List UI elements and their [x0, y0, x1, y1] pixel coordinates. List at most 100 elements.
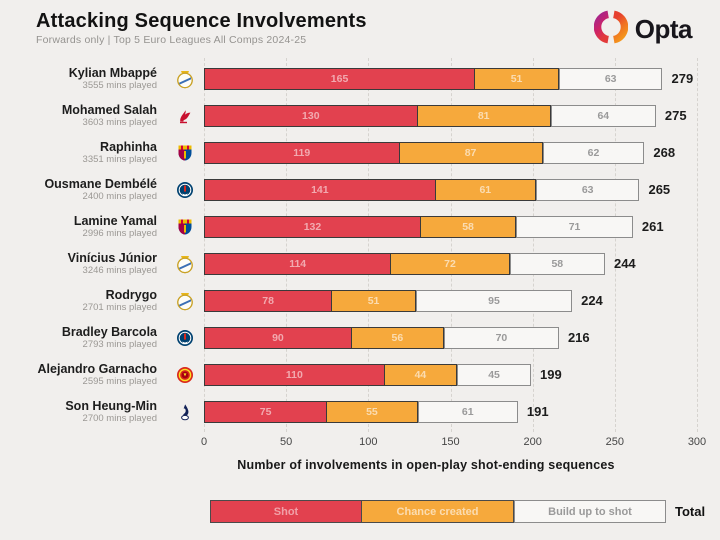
club-crest-man-united — [174, 364, 196, 386]
player-label: Alejandro Garnacho 2595 mins played — [0, 362, 157, 388]
legend-total-label: Total — [675, 504, 706, 519]
gridline-150 — [450, 58, 452, 432]
legend-item-build-up-to-shot: Build up to shot — [514, 500, 666, 523]
player-row: Kylian Mbappé 3555 mins played 165 51 63 279 — [0, 66, 720, 98]
player-name: Alejandro Garnacho — [37, 362, 157, 376]
segment-shot: 119 — [204, 142, 400, 164]
club-crest-psg — [174, 179, 196, 201]
opta-brand: Opta — [593, 9, 693, 50]
stacked-bar: 110 44 45 — [204, 364, 531, 386]
segment-build: 64 — [550, 105, 656, 127]
stacked-bar: 90 56 70 — [204, 327, 559, 349]
segment-chance: 61 — [435, 179, 536, 201]
player-mins-played: 3555 mins played — [82, 80, 157, 91]
stacked-bar: 78 51 95 — [204, 290, 573, 312]
segment-shot: 90 — [204, 327, 352, 349]
row-total: 275 — [664, 108, 687, 123]
player-mins-played: 3603 mins played — [82, 117, 157, 128]
club-crest-barcelona — [174, 216, 196, 238]
player-row: Rodrygo 2701 mins played 78 51 95 224 — [0, 288, 720, 320]
legend-item-shot: Shot — [210, 500, 362, 523]
segment-chance: 72 — [391, 253, 510, 275]
player-label: Son Heung-Min 2700 mins played — [0, 399, 157, 425]
x-tick-300: 300 — [687, 436, 707, 448]
player-mins-played: 2700 mins played — [82, 413, 157, 424]
player-row: Vinícius Júnior 3246 mins played 114 72 58 24… — [0, 251, 720, 283]
gridline-100 — [368, 58, 370, 432]
player-label: Ousmane Dembélé 2400 mins played — [0, 177, 157, 203]
player-name: Bradley Barcola — [61, 325, 157, 339]
club-crest-real-madrid — [174, 290, 196, 312]
segment-chance: 56 — [351, 327, 444, 349]
segment-shot: 75 — [204, 401, 328, 423]
segment-build: 62 — [542, 142, 645, 164]
player-mins-played: 2701 mins played — [82, 302, 157, 313]
segment-chance: 51 — [475, 68, 559, 90]
club-crest-psg — [174, 327, 196, 349]
gridline-0 — [204, 58, 205, 432]
club-crest-liverpool — [174, 105, 196, 127]
row-total: 265 — [648, 182, 671, 197]
x-tick-150: 150 — [441, 436, 460, 448]
gridline-300 — [697, 58, 698, 432]
legend-item-chance-created: Chance created — [362, 500, 514, 523]
player-mins-played: 2595 mins played — [82, 376, 157, 387]
segment-chance: 51 — [332, 290, 416, 312]
player-name: Ousmane Dembélé — [44, 177, 157, 191]
player-name: Raphinha — [100, 140, 157, 154]
row-total: 199 — [540, 367, 562, 382]
player-name: Rodrygo — [105, 288, 157, 302]
legend: Shot Chance created Build up to shot Tot… — [210, 500, 705, 523]
x-tick-200: 200 — [523, 436, 542, 448]
x-tick-50: 50 — [280, 436, 293, 448]
club-crest-tottenham — [174, 401, 196, 423]
segment-shot: 141 — [204, 179, 436, 201]
segment-shot: 114 — [204, 253, 392, 275]
opta-logo-icon — [593, 9, 628, 50]
segment-chance: 87 — [399, 142, 543, 164]
player-mins-played: 2996 mins played — [82, 228, 157, 239]
club-crest-barcelona — [174, 142, 196, 164]
club-crest-real-madrid — [174, 253, 196, 275]
opta-brand-name: Opta — [634, 14, 693, 44]
player-label: Rodrygo 2701 mins played — [0, 288, 157, 314]
player-name: Vinícius Júnior — [67, 251, 157, 265]
segment-chance: 44 — [384, 364, 458, 386]
player-label: Bradley Barcola 2793 mins played — [0, 325, 157, 351]
segment-build: 63 — [535, 179, 640, 201]
player-name: Kylian Mbappé — [68, 66, 157, 80]
segment-build: 95 — [415, 290, 573, 312]
segment-build: 45 — [457, 364, 531, 386]
row-total: 279 — [671, 71, 694, 86]
chart-subtitle: Forwards only | Top 5 Euro Leagues All C… — [36, 34, 307, 46]
player-row: Raphinha 3351 mins played 119 87 62 268 — [0, 140, 720, 172]
row-total: 244 — [613, 256, 636, 271]
player-label: Lamine Yamal 2996 mins played — [0, 214, 157, 240]
segment-chance: 55 — [327, 401, 418, 423]
player-mins-played: 2400 mins played — [82, 191, 157, 202]
player-row: Lamine Yamal 2996 mins played 132 58 71 261 — [0, 214, 720, 246]
player-mins-played: 3246 mins played — [82, 265, 157, 276]
player-label: Mohamed Salah 3603 mins played — [0, 103, 157, 129]
stacked-bar: 141 61 63 — [204, 179, 640, 201]
stacked-bar: 75 55 61 — [204, 401, 518, 423]
segment-chance: 81 — [417, 105, 551, 127]
chart-title: Attacking Sequence Involvements — [36, 10, 367, 32]
x-tick-250: 250 — [605, 436, 624, 448]
segment-shot: 165 — [204, 68, 476, 90]
stacked-bar: 114 72 58 — [204, 253, 605, 275]
club-crest-real-madrid — [174, 68, 196, 90]
stacked-bar: 130 81 64 — [204, 105, 656, 127]
player-label: Kylian Mbappé 3555 mins played — [0, 66, 157, 92]
player-row: Ousmane Dembélé 2400 mins played 141 61 63 26… — [0, 177, 720, 209]
segment-build: 63 — [558, 68, 663, 90]
segment-build: 58 — [509, 253, 605, 275]
segment-shot: 110 — [204, 364, 385, 386]
stacked-bar: 165 51 63 — [204, 68, 663, 90]
segment-build: 70 — [443, 327, 559, 349]
x-axis-title: Number of involvements in open-play shot… — [237, 458, 615, 472]
row-total: 261 — [641, 219, 664, 234]
x-tick-0: 0 — [200, 436, 208, 448]
player-label: Vinícius Júnior 3246 mins played — [0, 251, 157, 277]
segment-shot: 130 — [204, 105, 418, 127]
